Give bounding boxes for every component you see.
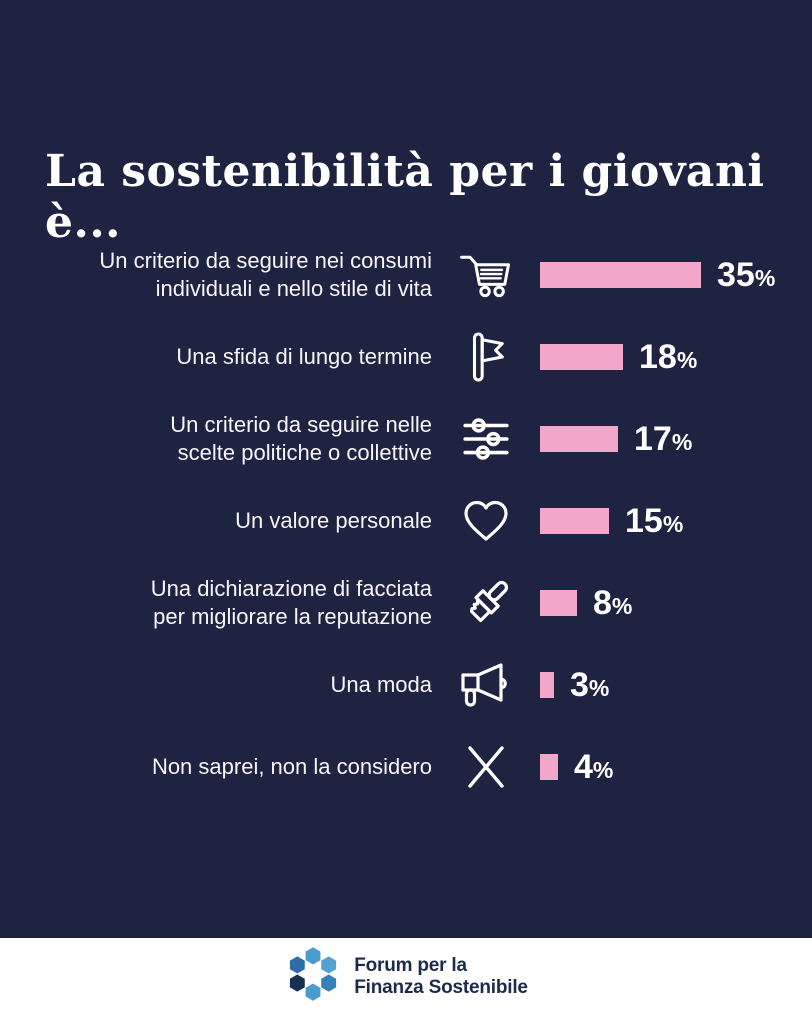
logo-hexagon bbox=[290, 974, 305, 992]
chart-row: Una sfida di lungo termine 18% bbox=[0, 316, 812, 398]
page-title: La sostenibilità per i giovani è... bbox=[45, 146, 765, 248]
chart-row: Un criterio da seguire nei consumi indiv… bbox=[0, 234, 812, 316]
chart-row: Una moda 3% bbox=[0, 644, 812, 726]
value-number: 8 bbox=[593, 583, 612, 622]
row-label-line: Una moda bbox=[330, 672, 432, 697]
bar bbox=[540, 262, 701, 288]
bar-area: 18% bbox=[540, 338, 697, 377]
bar bbox=[540, 590, 577, 616]
value-label: 17% bbox=[634, 420, 692, 459]
shopping-cart-icon bbox=[432, 249, 540, 301]
value-number: 4 bbox=[574, 747, 593, 786]
row-label-line: Non saprei, non la considero bbox=[151, 754, 432, 779]
row-label: Una moda bbox=[0, 671, 432, 699]
percent-sign: % bbox=[671, 428, 693, 455]
logo-hexagon bbox=[305, 983, 321, 1001]
row-label-line: Un criterio da seguire nei consumi bbox=[99, 248, 432, 273]
bar bbox=[540, 754, 558, 780]
logo-hexagon bbox=[321, 956, 337, 974]
footer-logo-text: Forum per la Finanza Sostenibile bbox=[354, 955, 528, 998]
value-number: 35 bbox=[717, 255, 755, 294]
value-label: 3% bbox=[570, 666, 609, 705]
row-label-line: Una dichiarazione di facciata bbox=[150, 576, 432, 601]
value-number: 18 bbox=[639, 337, 677, 376]
value-label: 18% bbox=[639, 338, 697, 377]
footer-logo-line1: Forum per la bbox=[354, 955, 467, 977]
row-label-line: Una sfida di lungo termine bbox=[176, 344, 432, 369]
bar-area: 17% bbox=[540, 420, 692, 459]
row-label: Un criterio da seguire nelle scelte poli… bbox=[0, 411, 432, 467]
flag-icon bbox=[432, 330, 540, 384]
bar-area: 4% bbox=[540, 748, 613, 787]
footer-logo-line2: Finanza Sostenibile bbox=[354, 976, 528, 998]
heart-icon bbox=[432, 498, 540, 544]
row-label: Non saprei, non la considero bbox=[0, 753, 432, 781]
row-label-line: per migliorare la reputazione bbox=[153, 604, 432, 629]
footer: Forum per la Finanza Sostenibile bbox=[0, 938, 812, 1015]
chart-row: Un valore personale 15% bbox=[0, 480, 812, 562]
bar bbox=[540, 344, 623, 370]
logo-hexagon bbox=[305, 947, 321, 965]
row-label: Un criterio da seguire nei consumi indiv… bbox=[0, 247, 432, 303]
value-label: 8% bbox=[593, 584, 632, 623]
paintbrush-icon bbox=[432, 575, 540, 631]
value-number: 17 bbox=[634, 419, 672, 458]
percent-sign: % bbox=[592, 756, 614, 783]
x-icon bbox=[432, 743, 540, 791]
chart-row: Una dichiarazione di facciata per miglio… bbox=[0, 562, 812, 644]
row-label-line: Un valore personale bbox=[235, 508, 432, 533]
megaphone-icon bbox=[432, 660, 540, 710]
bar bbox=[540, 426, 618, 452]
percent-sign: % bbox=[588, 674, 610, 701]
value-label: 4% bbox=[574, 748, 613, 787]
bar-chart: Un criterio da seguire nei consumi indiv… bbox=[0, 234, 812, 808]
sliders-icon bbox=[432, 414, 540, 464]
forum-finanza-sostenibile-logo-icon bbox=[284, 945, 342, 1008]
value-number: 15 bbox=[625, 501, 663, 540]
row-label-line: scelte politiche o collettive bbox=[177, 440, 432, 465]
row-label: Un valore personale bbox=[0, 507, 432, 535]
percent-sign: % bbox=[676, 346, 698, 373]
percent-sign: % bbox=[611, 592, 633, 619]
bar-area: 15% bbox=[540, 502, 683, 541]
percent-sign: % bbox=[662, 510, 684, 537]
row-label: Una sfida di lungo termine bbox=[0, 343, 432, 371]
chart-row: Un criterio da seguire nelle scelte poli… bbox=[0, 398, 812, 480]
row-label-line: Un criterio da seguire nelle bbox=[170, 412, 432, 437]
logo-hexagon bbox=[290, 956, 305, 974]
percent-sign: % bbox=[754, 264, 776, 291]
value-label: 35% bbox=[717, 256, 775, 295]
value-label: 15% bbox=[625, 502, 683, 541]
bar-area: 8% bbox=[540, 584, 632, 623]
row-label: Una dichiarazione di facciata per miglio… bbox=[0, 575, 432, 631]
bar bbox=[540, 672, 554, 698]
bar-area: 3% bbox=[540, 666, 609, 705]
row-label-line: individuali e nello stile di vita bbox=[155, 276, 432, 301]
logo-hexagon bbox=[321, 974, 337, 992]
bar-area: 35% bbox=[540, 256, 775, 295]
value-number: 3 bbox=[570, 665, 589, 704]
bar bbox=[540, 508, 609, 534]
chart-row: Non saprei, non la considero 4% bbox=[0, 726, 812, 808]
